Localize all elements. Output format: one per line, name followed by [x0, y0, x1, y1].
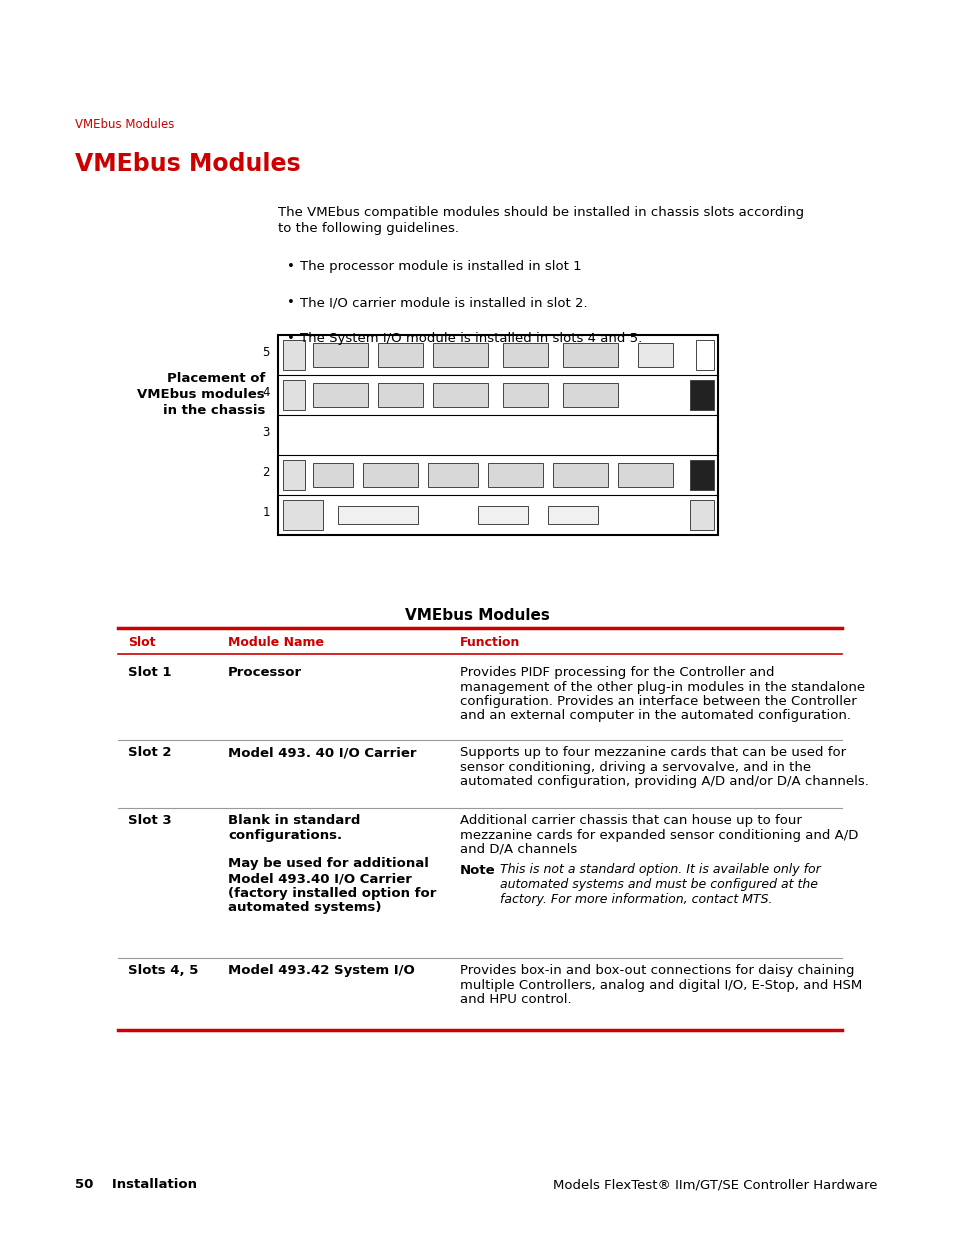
Bar [562, 343, 618, 367]
Text: The I/O carrier module is installed in slot 2.: The I/O carrier module is installed in s… [299, 296, 587, 309]
Text: Model 493.40 I/O Carrier: Model 493.40 I/O Carrier [228, 872, 412, 885]
Bar [562, 383, 618, 408]
Text: 3: 3 [262, 426, 270, 440]
Bar [313, 383, 368, 408]
Text: mezzanine cards for expanded sensor conditioning and A/D: mezzanine cards for expanded sensor cond… [459, 829, 858, 841]
Text: •: • [287, 296, 294, 309]
Text: automated systems): automated systems) [228, 902, 381, 914]
Text: configurations.: configurations. [228, 829, 342, 841]
Bar [428, 463, 477, 487]
Text: •: • [287, 332, 294, 345]
Text: Supports up to four mezzanine cards that can be used for: Supports up to four mezzanine cards that… [459, 746, 845, 760]
Bar [547, 506, 598, 524]
Text: in the chassis: in the chassis [162, 404, 265, 417]
Text: Function: Function [459, 636, 519, 650]
Text: 4: 4 [262, 387, 270, 399]
Text: multiple Controllers, analog and digital I/O, E-Stop, and HSM: multiple Controllers, analog and digital… [459, 978, 862, 992]
Text: Slot: Slot [128, 636, 155, 650]
Text: Slot 1: Slot 1 [128, 666, 172, 679]
Text: The System I/O module is installed in slots 4 and 5.: The System I/O module is installed in sl… [299, 332, 641, 345]
Text: Note: Note [459, 863, 496, 877]
Text: Models FlexTest® IIm/GT/SE Controller Hardware: Models FlexTest® IIm/GT/SE Controller Ha… [553, 1178, 877, 1191]
Text: Slot 2: Slot 2 [128, 746, 172, 760]
Bar [283, 340, 305, 370]
Text: VMEbus Modules: VMEbus Modules [75, 119, 174, 131]
Text: to the following guidelines.: to the following guidelines. [277, 222, 458, 235]
Bar [618, 463, 672, 487]
Bar [689, 459, 713, 490]
Bar [433, 343, 488, 367]
Bar [313, 343, 368, 367]
Text: The VMEbus compatible modules should be installed in chassis slots according: The VMEbus compatible modules should be … [277, 206, 803, 219]
Text: (factory installed option for: (factory installed option for [228, 887, 436, 899]
Text: 2: 2 [262, 467, 270, 479]
Text: VMEbus modules: VMEbus modules [137, 388, 265, 401]
Bar [502, 383, 547, 408]
Text: sensor conditioning, driving a servovalve, and in the: sensor conditioning, driving a servovalv… [459, 761, 810, 773]
Text: configuration. Provides an interface between the Controller: configuration. Provides an interface bet… [459, 695, 856, 708]
Bar [638, 343, 672, 367]
Text: Slot 3: Slot 3 [128, 814, 172, 827]
Bar [477, 506, 527, 524]
Text: management of the other plug-in modules in the standalone: management of the other plug-in modules … [459, 680, 864, 694]
Text: and D/A channels: and D/A channels [459, 844, 577, 856]
Bar [696, 340, 713, 370]
Text: The processor module is installed in slot 1: The processor module is installed in slo… [299, 261, 581, 273]
Text: VMEbus Modules: VMEbus Modules [404, 608, 549, 622]
Text: •: • [287, 261, 294, 273]
Text: Provides box-in and box-out connections for daisy chaining: Provides box-in and box-out connections … [459, 965, 854, 977]
Bar [337, 506, 417, 524]
Text: Model 493. 40 I/O Carrier: Model 493. 40 I/O Carrier [228, 746, 416, 760]
Text: Processor: Processor [228, 666, 302, 679]
Bar [689, 500, 713, 530]
Bar [277, 335, 718, 535]
Text: 5: 5 [262, 347, 270, 359]
Bar [377, 383, 422, 408]
Text: Module Name: Module Name [228, 636, 324, 650]
Text: Blank in standard: Blank in standard [228, 814, 360, 827]
Text: Provides PIDF processing for the Controller and: Provides PIDF processing for the Control… [459, 666, 774, 679]
Bar [283, 500, 323, 530]
Text: This is not a standard option. It is available only for: This is not a standard option. It is ava… [499, 863, 820, 877]
Text: Model 493.42 System I/O: Model 493.42 System I/O [228, 965, 415, 977]
Bar [377, 343, 422, 367]
Bar [553, 463, 607, 487]
Text: May be used for additional: May be used for additional [228, 857, 429, 871]
Bar [689, 380, 713, 410]
Text: factory. For more information, contact MTS.: factory. For more information, contact M… [499, 893, 772, 905]
Bar [502, 343, 547, 367]
Text: automated systems and must be configured at the: automated systems and must be configured… [499, 878, 817, 890]
Text: and HPU control.: and HPU control. [459, 993, 571, 1007]
Bar [283, 380, 305, 410]
Text: automated configuration, providing A/D and/or D/A channels.: automated configuration, providing A/D a… [459, 776, 868, 788]
Text: Placement of: Placement of [167, 372, 265, 385]
Bar [313, 463, 353, 487]
Text: Slots 4, 5: Slots 4, 5 [128, 965, 198, 977]
Text: and an external computer in the automated configuration.: and an external computer in the automate… [459, 709, 850, 722]
Bar [363, 463, 417, 487]
Bar [433, 383, 488, 408]
Bar [283, 459, 305, 490]
Text: 50    Installation: 50 Installation [75, 1178, 196, 1191]
Text: Additional carrier chassis that can house up to four: Additional carrier chassis that can hous… [459, 814, 801, 827]
Bar [488, 463, 542, 487]
Text: VMEbus Modules: VMEbus Modules [75, 152, 300, 177]
Text: 1: 1 [262, 506, 270, 520]
